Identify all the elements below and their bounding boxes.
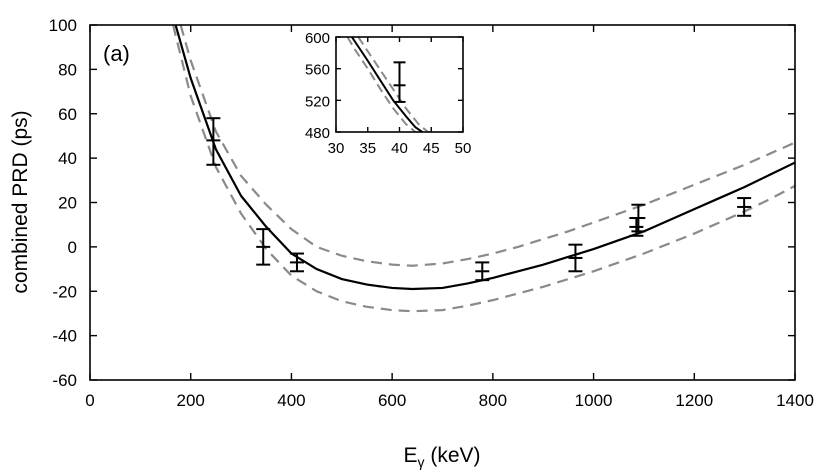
panel-label: (a) — [103, 41, 130, 66]
main-x-tick-label: 1000 — [575, 391, 613, 410]
inset-lower-band-curve — [346, 37, 417, 132]
x-axis-title-subscript: γ — [418, 454, 425, 470]
main-y-tick-label: 20 — [58, 194, 77, 213]
inset-x-tick-label: 40 — [391, 140, 408, 157]
inset-y-tick-label: 600 — [305, 30, 330, 47]
main-ticks: 0 200 400 600 800 1000 1200 1400 -60 -40 -20 0 20 40 6… — [49, 16, 814, 410]
inset-fit-curve — [351, 37, 423, 132]
inset-data-point — [393, 61, 406, 103]
inset-x-tick-label: 30 — [328, 140, 345, 157]
main-y-tick-label: 80 — [58, 60, 77, 79]
x-axis-title: Eγ (keV) — [403, 444, 480, 470]
main-y-tick-label: 100 — [49, 16, 77, 35]
main-data-point — [631, 203, 646, 233]
inset-data-points — [393, 61, 406, 103]
main-data-points — [206, 117, 752, 282]
main-x-tick-label: 0 — [85, 391, 94, 410]
main-y-tick-label: 40 — [58, 149, 77, 168]
inset-y-tick-label: 520 — [305, 93, 330, 110]
x-axis-title-main: E — [403, 444, 417, 467]
main-data-point — [737, 197, 752, 217]
main-x-tick-label: 1400 — [776, 391, 814, 410]
main-x-tick-label: 600 — [378, 391, 406, 410]
main-upper-band-curve — [179, 25, 795, 267]
main-y-tick-label: -20 — [52, 282, 77, 301]
main-data-point — [475, 261, 490, 282]
main-data-point — [206, 117, 221, 166]
main-x-tick-label: 800 — [479, 391, 507, 410]
main-curves — [172, 25, 795, 313]
inset-x-tick-label: 45 — [423, 140, 440, 157]
inset-ticks: 30 35 40 45 50 480 520 560 600 — [305, 30, 471, 157]
x-axis-title-unit: (keV) — [425, 444, 481, 467]
inset-x-tick-label: 35 — [359, 140, 376, 157]
y-axis-title: combined PRD (ps) — [9, 110, 32, 293]
main-data-point — [289, 252, 304, 273]
main-y-tick-label: -60 — [52, 371, 77, 390]
main-y-tick-label: 0 — [68, 238, 77, 257]
inset-y-tick-label: 560 — [305, 62, 330, 79]
main-lower-band-curve — [172, 25, 795, 313]
main-y-tick-label: 60 — [58, 105, 77, 124]
main-x-tick-label: 400 — [277, 391, 305, 410]
main-x-tick-label: 1200 — [675, 391, 713, 410]
main-y-tick-label: -40 — [52, 327, 77, 346]
main-x-tick-label: 200 — [177, 391, 205, 410]
inset-y-tick-label: 480 — [305, 125, 330, 142]
inset-x-tick-label: 50 — [455, 140, 472, 157]
main-data-point — [568, 243, 583, 273]
main-data-point — [256, 228, 271, 266]
main-fit-curve — [174, 25, 795, 291]
